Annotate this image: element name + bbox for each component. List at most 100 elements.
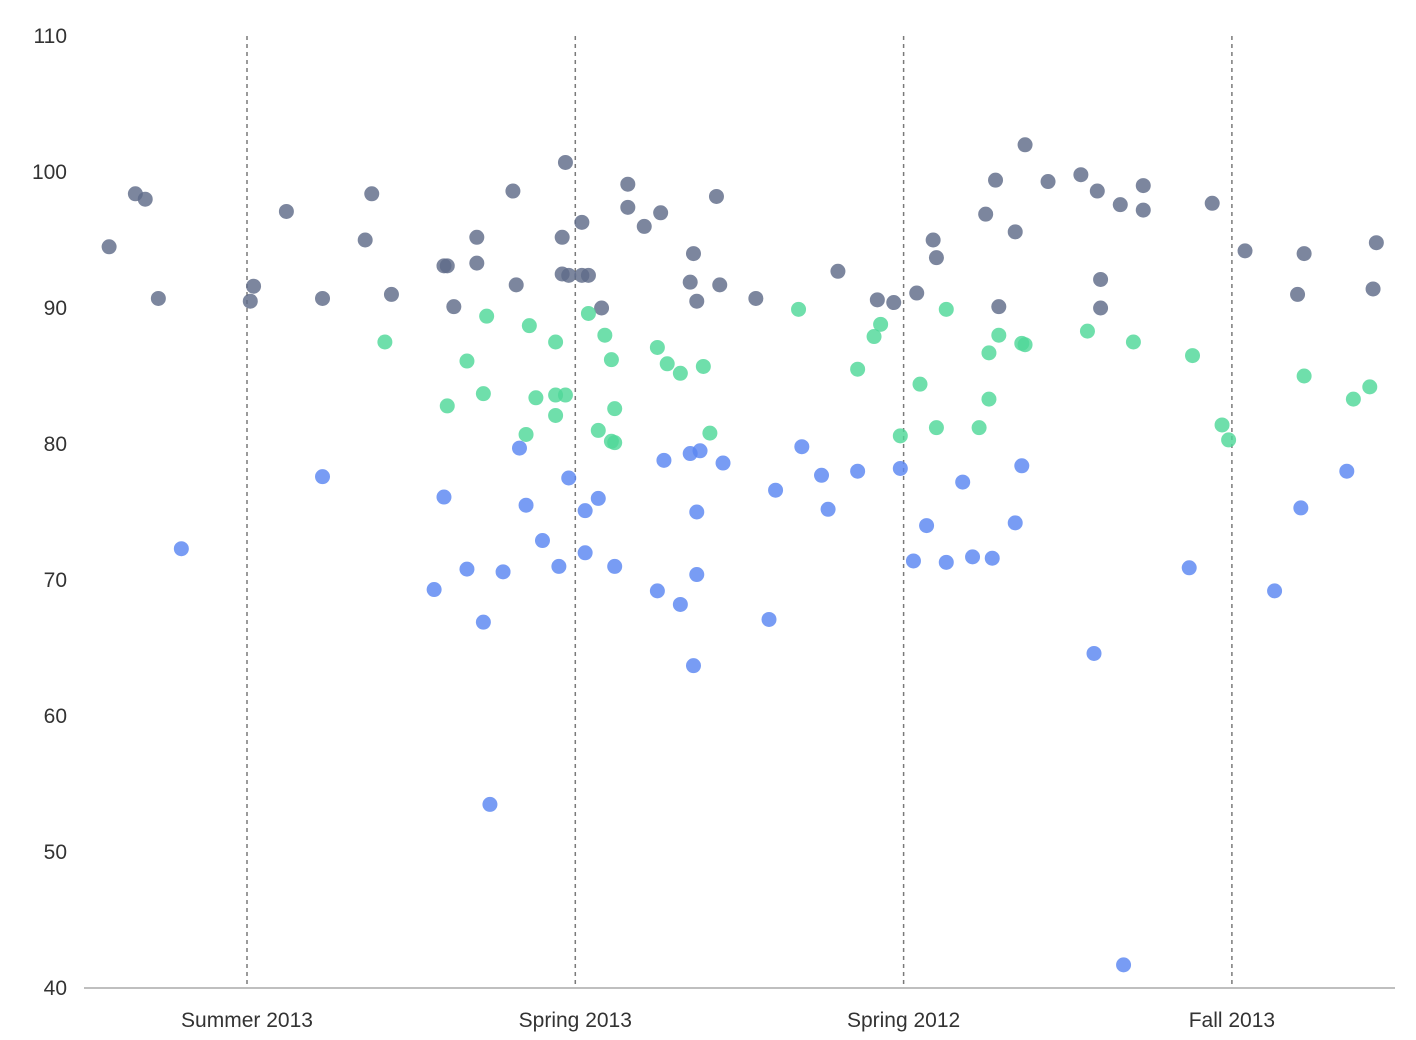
data-point [446, 299, 462, 315]
data-point [459, 353, 475, 369]
data-point [469, 229, 485, 245]
data-point [426, 582, 442, 598]
data-point [528, 390, 544, 406]
data-point [909, 285, 925, 301]
y-tick-label: 70 [44, 569, 67, 592]
data-point [1112, 197, 1128, 213]
data-point [1007, 224, 1023, 240]
data-point [1135, 178, 1151, 194]
data-point [820, 501, 836, 517]
data-point [518, 497, 534, 513]
data-point [246, 278, 262, 294]
data-point [886, 295, 902, 311]
y-tick-label: 50 [44, 841, 67, 864]
data-point [869, 292, 885, 308]
data-point [905, 553, 921, 569]
data-point [577, 545, 593, 561]
data-point [548, 407, 564, 423]
data-point [1293, 500, 1309, 516]
data-point [981, 345, 997, 361]
x-tick-label: Spring 2013 [519, 1009, 632, 1032]
data-point [475, 614, 491, 630]
data-point [1296, 368, 1312, 384]
data-point [508, 277, 524, 293]
data-point [938, 554, 954, 570]
data-point [892, 460, 908, 476]
data-point [814, 467, 830, 483]
data-point [150, 290, 166, 306]
data-point [1125, 334, 1141, 350]
data-point [1204, 195, 1220, 211]
data-point [1017, 337, 1033, 353]
data-point [971, 420, 987, 436]
x-tick-label: Spring 2012 [847, 1009, 960, 1032]
y-tick-label: 90 [44, 297, 67, 320]
data-point [925, 232, 941, 248]
data-point [892, 428, 908, 444]
data-point [689, 293, 705, 309]
data-point [928, 420, 944, 436]
data-point [607, 435, 623, 451]
data-point [173, 541, 189, 557]
data-point [479, 308, 495, 324]
data-point [511, 440, 527, 456]
data-point [1214, 417, 1230, 433]
data-point [577, 503, 593, 519]
y-tick-label: 80 [44, 433, 67, 456]
data-point [850, 361, 866, 377]
data-point [1365, 281, 1381, 297]
data-point [242, 293, 258, 309]
data-point [748, 290, 764, 306]
data-points [101, 137, 1384, 973]
data-point [981, 391, 997, 407]
data-point [873, 316, 889, 332]
data-point [603, 352, 619, 368]
data-point [534, 533, 550, 549]
data-point [315, 290, 331, 306]
data-point [548, 334, 564, 350]
data-point [708, 188, 724, 204]
data-point [830, 263, 846, 279]
data-point [377, 334, 393, 350]
data-point [1185, 348, 1201, 364]
data-point [278, 203, 294, 219]
y-tick-label: 60 [44, 705, 67, 728]
data-point [1345, 391, 1361, 407]
data-point [1221, 432, 1237, 448]
data-point [715, 455, 731, 471]
data-point [685, 246, 701, 262]
data-point [475, 386, 491, 402]
data-point [955, 474, 971, 490]
y-axis-ticks: 40 50 60 70 80 90 100 110 [32, 25, 67, 1000]
data-point [685, 658, 701, 674]
x-axis-ticks: Summer 2013 Spring 2013 Spring 2012 Fall 20… [181, 1009, 1275, 1032]
data-point [768, 482, 784, 498]
data-point [712, 277, 728, 293]
data-point [482, 796, 498, 812]
data-point [695, 358, 711, 374]
data-point [1135, 202, 1151, 218]
data-point [672, 596, 688, 612]
data-point [702, 425, 718, 441]
data-point [689, 567, 705, 583]
data-point [1237, 243, 1253, 259]
data-point [364, 186, 380, 202]
data-point [590, 490, 606, 506]
data-point [495, 564, 511, 580]
data-point [561, 470, 577, 486]
data-point [988, 172, 1004, 188]
data-point [649, 339, 665, 355]
data-point [518, 426, 534, 442]
data-point [436, 489, 452, 505]
data-point [580, 305, 596, 321]
data-point [984, 550, 1000, 566]
data-point [1267, 583, 1283, 599]
x-tick-label: Summer 2013 [181, 1009, 313, 1032]
data-point [850, 463, 866, 479]
data-point [991, 327, 1007, 343]
data-point [649, 583, 665, 599]
data-point [439, 398, 455, 414]
data-point [137, 191, 153, 207]
data-point [761, 611, 777, 627]
